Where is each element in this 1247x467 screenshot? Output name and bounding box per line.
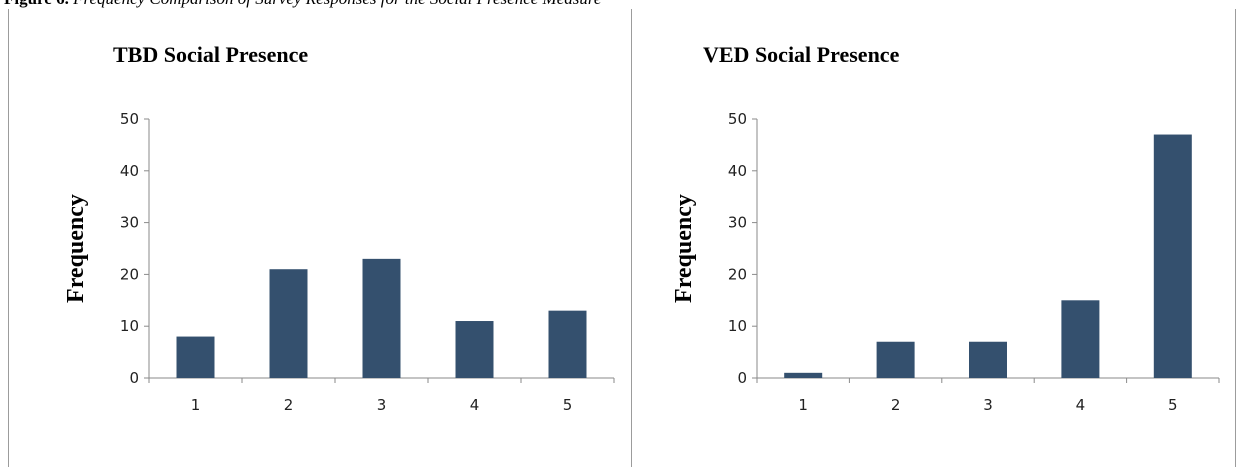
- figure-caption-label: Figure 6.: [4, 0, 69, 8]
- y-tick-label: 50: [728, 110, 747, 128]
- y-axis-label: Frequency: [63, 194, 89, 303]
- x-tick-label: 2: [891, 396, 901, 414]
- y-axis-label: Frequency: [671, 194, 697, 303]
- bar-4: [1061, 300, 1100, 378]
- chart-tbd-social-presence: TBD Social Presence Frequency 0 10 20 30 40 50 1…: [63, 42, 615, 414]
- figure-caption: Figure 6. Frequency Comparison of Survey…: [4, 0, 601, 9]
- chart-title: VED Social Presence: [703, 42, 900, 67]
- chart-title: TBD Social Presence: [113, 42, 308, 67]
- y-tick-label: 20: [120, 265, 139, 283]
- bar-2: [876, 341, 915, 378]
- bar-3: [969, 341, 1007, 378]
- y-tick-label: 10: [728, 317, 747, 335]
- y-tick-label: 40: [728, 162, 747, 180]
- chart-panel-ved: VED Social Presence Frequency 0 10 20 30 40 50 1…: [631, 9, 1236, 467]
- y-tick-label: 30: [728, 214, 747, 232]
- x-tick-label: 1: [191, 396, 201, 414]
- y-tick-label: 30: [120, 214, 139, 232]
- bar-2: [269, 269, 308, 378]
- figure-caption-text: Frequency Comparison of Survey Responses…: [73, 0, 601, 8]
- x-tick-label: 2: [284, 396, 294, 414]
- bar-5: [1153, 134, 1192, 378]
- y-tick-label: 10: [120, 317, 139, 335]
- y-tick-label: 0: [129, 369, 139, 387]
- bar-1: [784, 372, 823, 378]
- x-tick-label: 3: [983, 396, 993, 414]
- y-tick-label: 40: [120, 162, 139, 180]
- x-tick-label: 5: [563, 396, 573, 414]
- bar-5: [548, 310, 587, 378]
- chart-panel-tbd: TBD Social Presence Frequency 0 10 20 30 40 50 1…: [8, 9, 632, 467]
- x-tick-label: 1: [798, 396, 808, 414]
- y-tick-label: 20: [728, 265, 747, 283]
- bar-4: [455, 321, 494, 378]
- bar-1: [176, 336, 215, 378]
- chart-ved-social-presence: VED Social Presence Frequency 0 10 20 30 40 50 1…: [671, 42, 1220, 414]
- x-tick-label: 3: [377, 396, 387, 414]
- y-tick-label: 50: [120, 110, 139, 128]
- x-tick-label: 5: [1168, 396, 1178, 414]
- x-tick-label: 4: [1076, 396, 1086, 414]
- x-tick-label: 4: [470, 396, 480, 414]
- bar-3: [362, 258, 401, 378]
- y-tick-label: 0: [737, 369, 747, 387]
